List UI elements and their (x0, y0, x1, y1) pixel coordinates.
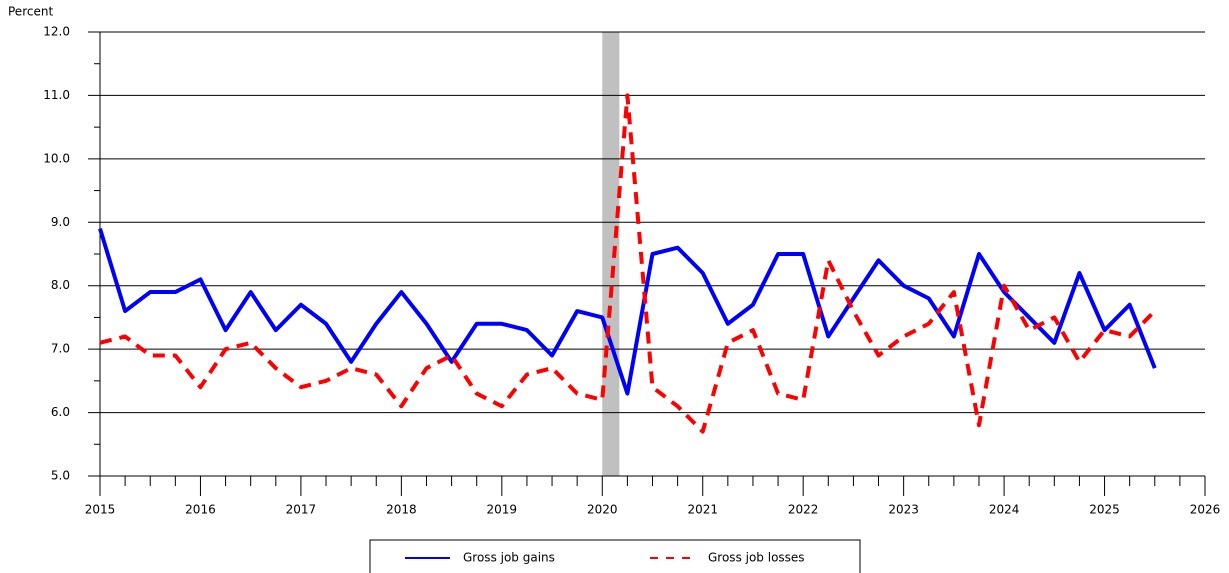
legend-label: Gross job gains (463, 551, 555, 565)
y-tick-label: 10.0 (43, 151, 70, 165)
y-tick-label: 5.0 (51, 469, 70, 483)
x-tick-label: 2026 (1190, 503, 1221, 517)
y-tick-label: 7.0 (51, 342, 70, 356)
recession-band (602, 32, 620, 476)
x-tick-label: 2017 (286, 503, 317, 517)
y-axis-label: Percent (8, 5, 53, 19)
y-tick-label: 6.0 (51, 405, 70, 419)
y-tick-label: 12.0 (43, 25, 70, 39)
series-line (99, 93, 1157, 434)
x-tick-label: 2023 (888, 503, 919, 517)
legend-label: Gross job losses (708, 551, 805, 565)
series-line (98, 228, 1157, 396)
x-tick-label: 2020 (587, 503, 618, 517)
x-tick-label: 2022 (788, 503, 819, 517)
x-tick-label: 2021 (687, 503, 718, 517)
legend-box (369, 539, 861, 573)
y-tick-label: 9.0 (51, 215, 70, 229)
x-tick-label: 2018 (386, 503, 417, 517)
x-tick-label: 2024 (989, 503, 1020, 517)
x-tick-label: 2015 (85, 503, 116, 517)
x-tick-label: 2025 (1089, 503, 1120, 517)
y-tick-label: 8.0 (51, 278, 70, 292)
y-tick-label: 11.0 (43, 88, 70, 102)
x-tick-label: 2019 (487, 503, 518, 517)
x-tick-label: 2016 (185, 503, 216, 517)
